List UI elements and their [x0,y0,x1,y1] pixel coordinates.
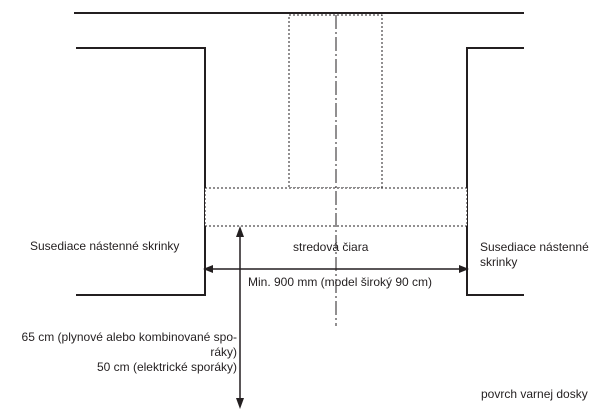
center-line-label: stredová čiara [293,240,369,254]
height-requirements-label: 65 cm (plynové alebo kombinované spo- rá… [0,330,237,375]
right-cabinet-label: Susediace nástenné skrinky [480,240,589,270]
left-cabinet-label: Susediace nástenné skrinky [30,239,180,253]
height-gas-label-line2: ráky) [210,345,237,359]
right-cabinet-label-line2: skrinky [480,255,518,269]
left-cabinet-outline [76,47,206,296]
height-arrow-top [236,226,244,237]
height-arrow-bottom [236,398,244,409]
width-arrow-right [459,265,469,273]
width-arrow-left [203,265,213,273]
height-gas-label-line1: 65 cm (plynové alebo kombinované spo- [21,330,237,344]
height-electric-label: 50 cm (elektrické sporáky) [96,360,237,374]
hob-surface-label: povrch varnej dosky [481,387,588,401]
min-width-label: Min. 900 mm (model široký 90 cm) [248,275,433,289]
right-cabinet-outline [466,47,524,296]
right-cabinet-label-line1: Susediace nástenné [480,240,589,254]
